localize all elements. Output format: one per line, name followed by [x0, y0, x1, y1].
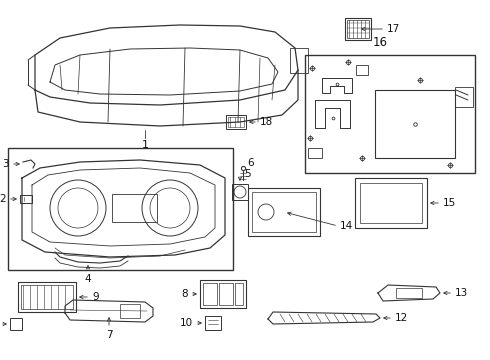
Bar [347, 20, 369, 38]
Text: 6: 6 [247, 158, 254, 168]
Text: 18: 18 [260, 117, 273, 127]
Bar [228, 117, 244, 127]
Bar [355, 178, 427, 228]
Bar [375, 90, 455, 158]
Bar [290, 48, 308, 73]
Bar [360, 183, 422, 223]
Bar [345, 18, 371, 40]
Text: 16: 16 [372, 36, 388, 49]
Bar [226, 115, 246, 129]
Text: 13: 13 [455, 288, 468, 298]
Bar [8, 148, 233, 270]
Bar [232, 184, 248, 200]
Bar [112, 194, 157, 222]
Bar [455, 87, 473, 107]
Bar [205, 316, 221, 330]
Text: 3: 3 [2, 159, 9, 169]
Text: 5: 5 [244, 169, 250, 179]
Bar [252, 192, 316, 232]
Bar [120, 304, 140, 318]
Bar [200, 280, 246, 308]
Bar [356, 65, 368, 75]
Bar [235, 283, 243, 305]
Text: 7: 7 [106, 330, 112, 340]
Text: 2: 2 [0, 194, 6, 204]
Text: 15: 15 [443, 198, 456, 208]
Bar [305, 55, 475, 173]
Bar [10, 318, 22, 330]
Text: 10: 10 [180, 318, 193, 328]
Bar [248, 188, 320, 236]
Bar [308, 148, 322, 158]
Text: 1: 1 [142, 140, 148, 150]
Bar [219, 283, 233, 305]
Text: 14: 14 [340, 221, 353, 231]
Bar [20, 195, 32, 203]
Text: 9: 9 [92, 292, 98, 302]
Bar [203, 283, 217, 305]
Text: 12: 12 [395, 313, 408, 323]
Text: 4: 4 [85, 274, 91, 284]
Bar [21, 285, 73, 309]
Bar [18, 282, 76, 312]
Text: 8: 8 [181, 289, 188, 299]
Text: 17: 17 [387, 24, 400, 34]
Bar [396, 288, 422, 298]
